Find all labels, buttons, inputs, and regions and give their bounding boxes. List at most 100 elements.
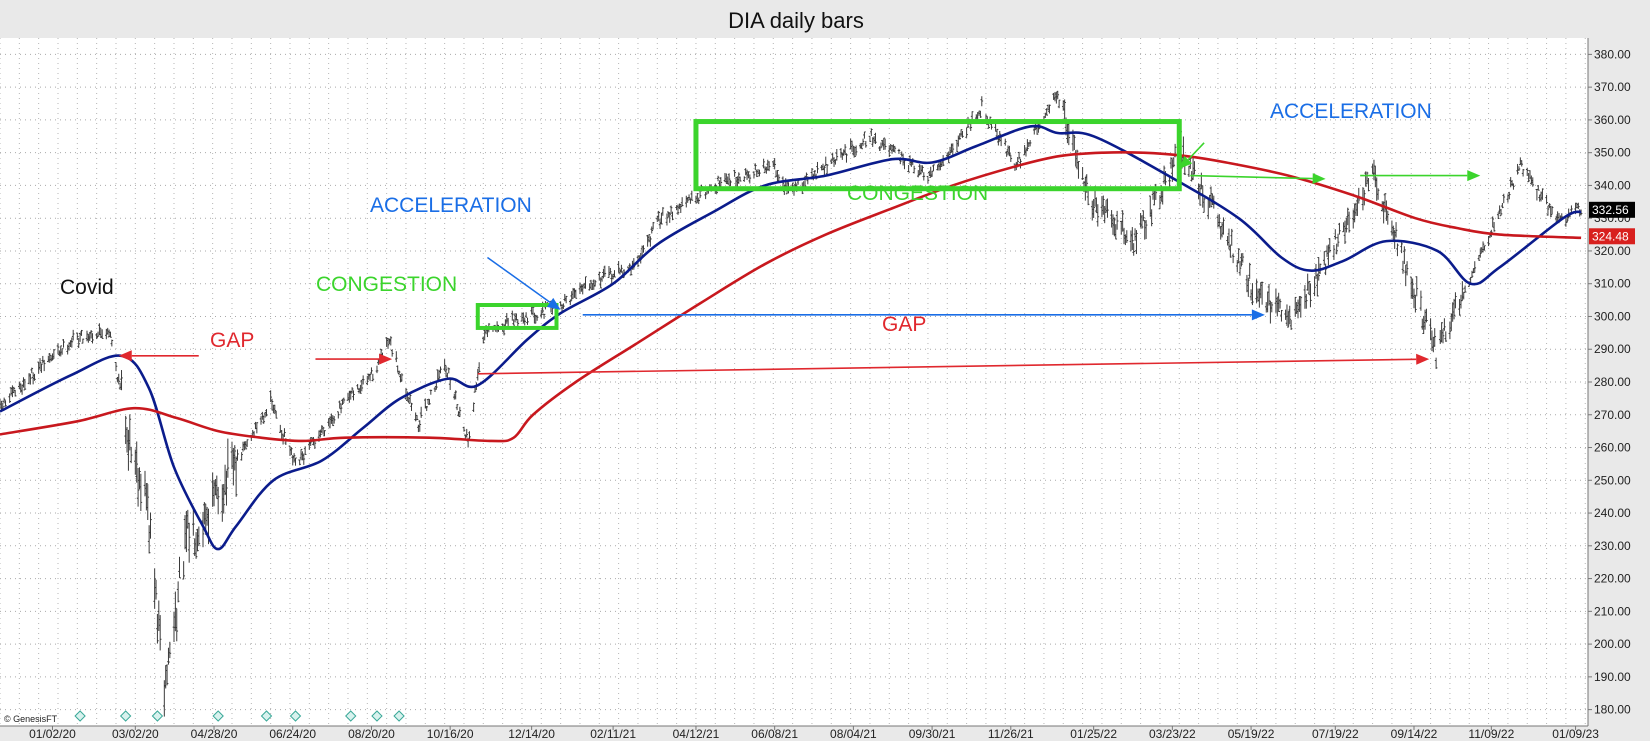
price-bar — [80, 329, 83, 336]
price-bar — [961, 130, 964, 138]
price-bar — [419, 406, 423, 418]
price-bar — [95, 333, 98, 340]
congestion-label-large: CONGESTION — [847, 182, 988, 205]
price-bar — [216, 486, 220, 515]
event-marker-icon — [260, 710, 273, 722]
acceleration-arrow-left — [487, 256, 561, 310]
arrow-shaft — [1187, 142, 1205, 161]
price-bar — [359, 384, 362, 394]
price-bar — [951, 143, 955, 156]
price-bar — [1056, 90, 1060, 100]
price-bar — [512, 319, 515, 326]
price-bar — [1499, 208, 1503, 217]
price-bar — [428, 399, 431, 405]
price-bar — [1313, 276, 1316, 297]
price-bar — [262, 415, 266, 424]
event-marker-icon — [119, 710, 132, 722]
price-bar — [1247, 277, 1250, 297]
price-bar — [661, 207, 665, 216]
annotations: Covid CONGESTION CONGESTION ACCELERATION ACC… — [60, 100, 1481, 375]
arrow-head — [546, 297, 561, 310]
price-bar — [70, 337, 74, 348]
price-bar — [526, 317, 529, 325]
price-bar — [1462, 291, 1466, 300]
price-bar — [1131, 227, 1134, 250]
price-bar — [255, 422, 259, 434]
price-bar — [671, 211, 674, 221]
price-bar — [776, 169, 779, 182]
price-bar — [1346, 207, 1350, 226]
price-bar — [1492, 222, 1496, 232]
price-bar — [244, 441, 248, 450]
price-bar — [1405, 261, 1409, 276]
price-bar — [1338, 222, 1341, 235]
price-bar — [523, 317, 527, 326]
y-tick-label: 300.00 — [1594, 309, 1631, 323]
price-bar — [861, 138, 865, 146]
price-bar — [12, 386, 16, 394]
price-bar — [1463, 285, 1467, 293]
price-bar — [1434, 357, 1438, 369]
price-bar — [660, 212, 663, 225]
price-bar — [1026, 139, 1029, 152]
price-bar — [620, 264, 623, 273]
price-bar — [245, 439, 249, 448]
green-arrow-1 — [1190, 173, 1326, 185]
gap-arrow-left-b — [315, 353, 393, 365]
price-bar — [758, 169, 761, 177]
price-bar — [178, 556, 181, 579]
price-bar — [265, 409, 268, 417]
y-tick-label: 270.00 — [1594, 408, 1631, 422]
acceleration-arrow-long — [582, 309, 1265, 321]
y-tick-label: 200.00 — [1594, 637, 1631, 651]
price-bar — [139, 473, 143, 512]
price-bar — [274, 410, 278, 419]
price-bar — [564, 295, 568, 304]
price-bar — [1477, 255, 1481, 261]
price-bar — [1335, 243, 1338, 255]
ma-short-line — [0, 124, 1582, 551]
green-arrow-2 — [1360, 170, 1481, 182]
x-tick-label: 06/24/20 — [269, 727, 316, 741]
price-bar — [1419, 290, 1423, 311]
price-bar — [609, 267, 612, 274]
price-bar — [1086, 190, 1090, 206]
price-bar — [302, 453, 306, 465]
price-bar — [342, 397, 346, 403]
price-bar — [319, 429, 322, 438]
price-bar — [136, 467, 140, 507]
gap-label-left: GAP — [210, 329, 254, 352]
arrow-shaft — [477, 358, 1417, 375]
price-bar — [425, 406, 428, 412]
price-bar — [1541, 188, 1544, 200]
price-bar — [1328, 238, 1332, 253]
price-bar — [1415, 276, 1419, 297]
price-bar — [1433, 328, 1437, 347]
price-bar — [1260, 281, 1264, 305]
price-bar — [863, 131, 866, 139]
price-bar — [1448, 321, 1452, 340]
y-tick-label: 210.00 — [1594, 604, 1631, 618]
price-bar — [1546, 205, 1550, 216]
price-bar — [603, 265, 607, 277]
price-bar — [649, 236, 652, 247]
price-bar — [958, 133, 962, 140]
price-bar — [921, 165, 924, 173]
price-bar — [697, 197, 701, 205]
price-bar — [1425, 308, 1428, 323]
x-tick-label: 09/30/21 — [909, 727, 956, 741]
price-bar — [825, 164, 829, 176]
x-tick-label: 01/02/20 — [29, 727, 76, 741]
price-bar — [850, 140, 854, 153]
x-tick-label: 05/19/22 — [1228, 727, 1275, 741]
price-bar — [1229, 244, 1232, 258]
price-bar — [1531, 177, 1535, 187]
price-bar — [331, 415, 335, 427]
price-bar — [754, 163, 757, 170]
price-bar — [1367, 177, 1370, 192]
price-bar — [1470, 270, 1474, 278]
event-marker-icon — [289, 710, 302, 722]
acceleration-arrow-right — [1179, 142, 1205, 170]
price-bar — [1411, 278, 1414, 299]
price-bar — [52, 348, 56, 359]
